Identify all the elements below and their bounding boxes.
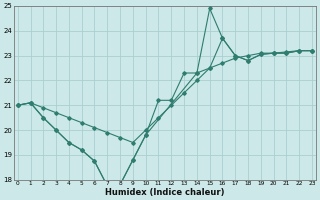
X-axis label: Humidex (Indice chaleur): Humidex (Indice chaleur) (105, 188, 225, 197)
